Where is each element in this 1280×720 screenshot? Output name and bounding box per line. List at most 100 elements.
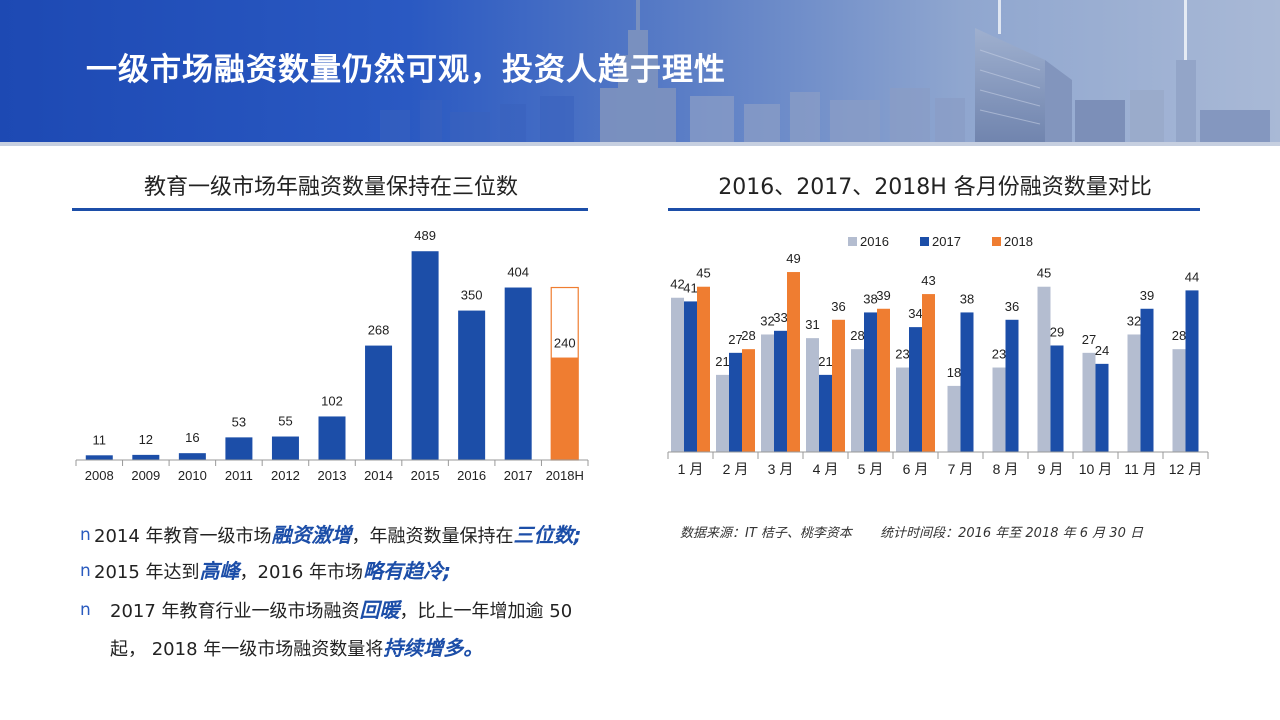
data-label: 45 bbox=[696, 266, 710, 281]
bar bbox=[960, 312, 974, 452]
data-label: 39 bbox=[1140, 288, 1154, 303]
bullet-emphasis: 回暖 bbox=[359, 598, 400, 622]
tick-label: 4 月 bbox=[813, 461, 839, 477]
key-findings-list: n 2014 年教育一级市场融资激增，年融资数量保持在三位数; n 2015 年… bbox=[80, 520, 600, 672]
tick-label: 1 月 bbox=[678, 461, 704, 477]
bar bbox=[877, 308, 890, 452]
data-label: 55 bbox=[278, 414, 292, 429]
tick-label: 9 月 bbox=[1038, 461, 1064, 477]
page-title: 一级市场融资数量仍然可观，投资人趋于理性 bbox=[86, 52, 726, 88]
tick-label: 2014 bbox=[364, 468, 393, 483]
bullet-text: ，年融资数量保持在 bbox=[351, 526, 514, 547]
data-label: 350 bbox=[461, 288, 483, 303]
data-label: 32 bbox=[760, 313, 774, 328]
bar bbox=[864, 312, 877, 452]
tick-label: 7 月 bbox=[948, 461, 974, 477]
data-label: 41 bbox=[683, 280, 697, 295]
bar bbox=[832, 319, 845, 452]
data-label: 489 bbox=[414, 228, 436, 243]
tick-label: 2008 bbox=[85, 468, 114, 483]
data-label: 34 bbox=[908, 306, 922, 321]
tick-label: 2013 bbox=[318, 468, 347, 483]
tick-label: 2017 bbox=[504, 468, 533, 483]
data-label: 31 bbox=[805, 317, 819, 332]
bar bbox=[132, 454, 160, 460]
bar bbox=[851, 349, 864, 452]
bullet-emphasis: 略有趋冷; bbox=[363, 559, 452, 583]
bar bbox=[1172, 349, 1186, 452]
tick-label: 2016 bbox=[457, 468, 486, 483]
legend-swatch bbox=[920, 237, 929, 246]
right-chart-title: 2016、2017、2018H 各月份融资数量对比 bbox=[718, 175, 1152, 200]
bar bbox=[896, 367, 909, 452]
data-label: 38 bbox=[960, 291, 974, 306]
legend-label: 2018 bbox=[1004, 234, 1033, 249]
bar bbox=[819, 374, 832, 452]
bar bbox=[504, 287, 532, 460]
data-label: 44 bbox=[1185, 269, 1199, 284]
tick-label: 2011 bbox=[225, 468, 253, 483]
data-source: 数据来源：IT 桔子、桃李资本 bbox=[680, 526, 852, 541]
data-label: 11 bbox=[93, 432, 107, 447]
bar bbox=[411, 251, 439, 460]
tick-label: 2 月 bbox=[723, 461, 749, 477]
bar bbox=[1185, 290, 1199, 452]
bullet-text: ，比上一年增加逾 50 起， 2018 年一级市场融资数量将 bbox=[110, 601, 573, 660]
tick-label: 2018H bbox=[546, 468, 584, 483]
list-item: n 2014 年教育一级市场融资激增，年融资数量保持在三位数; bbox=[80, 520, 600, 552]
bar bbox=[697, 286, 710, 452]
list-item: n 2017 年教育行业一级市场融资回暖，比上一年增加逾 50 起， 2018 … bbox=[80, 592, 600, 668]
data-label: 53 bbox=[232, 414, 246, 429]
tick-label: 12 月 bbox=[1169, 461, 1202, 477]
banner-divider bbox=[0, 142, 1280, 146]
city-skyline-image bbox=[380, 0, 1270, 146]
data-label: 43 bbox=[921, 273, 935, 288]
bullet-text: 2015 年达到 bbox=[94, 562, 200, 583]
tick-label: 11 月 bbox=[1124, 461, 1156, 477]
bar bbox=[684, 301, 697, 452]
data-label: 28 bbox=[1172, 328, 1186, 343]
data-label: 16 bbox=[185, 430, 199, 445]
bar bbox=[1082, 352, 1096, 452]
tick-label: 6 月 bbox=[903, 461, 929, 477]
legend-swatch bbox=[992, 237, 1001, 246]
bullet-marker: n bbox=[80, 525, 91, 545]
data-label: 36 bbox=[1005, 299, 1019, 314]
tick-label: 2009 bbox=[131, 468, 160, 483]
bar bbox=[365, 345, 393, 460]
data-label: 404 bbox=[507, 265, 529, 280]
data-label: 42 bbox=[670, 277, 684, 292]
tick-label: 2012 bbox=[271, 468, 300, 483]
bullet-text: 2014 年教育一级市场 bbox=[94, 526, 272, 547]
bar bbox=[1037, 286, 1051, 452]
bar bbox=[787, 272, 800, 452]
statistic-period: 统计时间段：2016 年至 2018 年 6 月 30 日 bbox=[880, 526, 1143, 541]
data-label: 49 bbox=[786, 251, 800, 266]
tick-label: 2010 bbox=[178, 468, 207, 483]
data-label: 21 bbox=[818, 354, 832, 369]
tick-label: 3 月 bbox=[768, 461, 794, 477]
bar bbox=[1005, 319, 1019, 452]
tick-label: 2015 bbox=[411, 468, 440, 483]
bar bbox=[761, 334, 774, 452]
data-label: 27 bbox=[728, 332, 742, 347]
right-chart-rule bbox=[668, 208, 1200, 211]
bar bbox=[271, 436, 299, 460]
bar bbox=[774, 330, 787, 452]
bar bbox=[1127, 334, 1141, 452]
legend-label: 2017 bbox=[932, 234, 961, 249]
bullet-text: 2017 年教育行业一级市场融资 bbox=[110, 601, 360, 622]
bar bbox=[742, 349, 755, 452]
data-label: 38 bbox=[863, 291, 877, 306]
data-label: 28 bbox=[850, 328, 864, 343]
data-label: 29 bbox=[1050, 324, 1064, 339]
data-label: 27 bbox=[1082, 332, 1096, 347]
bullet-emphasis: 三位数; bbox=[513, 523, 582, 547]
data-label: 12 bbox=[139, 432, 153, 447]
data-label: 102 bbox=[321, 393, 343, 408]
legend-label: 2016 bbox=[860, 234, 889, 249]
data-label: 23 bbox=[895, 347, 909, 362]
tick-label: 5 月 bbox=[858, 461, 884, 477]
bar bbox=[85, 455, 113, 460]
